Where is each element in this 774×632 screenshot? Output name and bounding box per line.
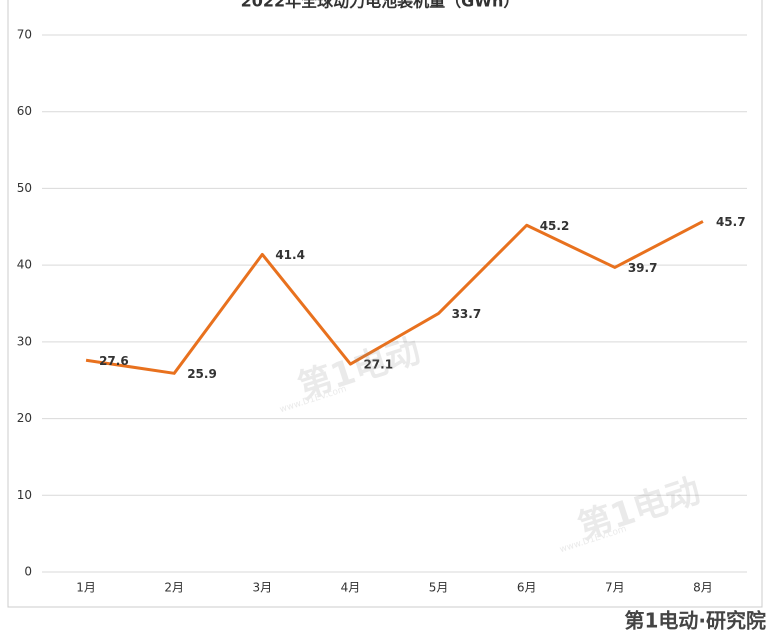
- data-label: 33.7: [452, 307, 482, 321]
- y-tick-label: 60: [17, 104, 32, 118]
- line: [85, 220, 704, 375]
- y-tick-label: 10: [17, 488, 32, 502]
- chart-title: 2022年全球动力电池装机量（GWh）: [241, 0, 520, 11]
- brand-logo: 第1电动·研究院: [624, 609, 766, 632]
- data-label: 27.1: [363, 358, 393, 372]
- x-tick-label: 4月: [341, 581, 361, 595]
- x-tick-label: 3月: [252, 581, 272, 595]
- y-tick-label: 0: [24, 565, 32, 579]
- x-tick-label: 6月: [517, 581, 537, 595]
- y-tick-label: 30: [17, 334, 32, 348]
- y-tick-label: 70: [17, 28, 32, 42]
- data-label: 41.4: [275, 248, 305, 262]
- y-tick-label: 20: [17, 411, 32, 425]
- x-tick-label: 7月: [605, 581, 625, 595]
- data-label: 27.6: [99, 354, 129, 368]
- data-label: 45.2: [540, 219, 570, 233]
- data-label: 39.7: [628, 261, 658, 275]
- y-tick-label: 50: [17, 181, 32, 195]
- chart-frame: [7, 0, 763, 608]
- data-label: 25.9: [187, 367, 217, 381]
- x-tick-label: 5月: [429, 581, 449, 595]
- x-tick-label: 1月: [76, 581, 96, 595]
- data-label: 45.7: [716, 215, 746, 229]
- x-tick-label: 2月: [164, 581, 184, 595]
- plot-area: 0 10 20 30 40 50 60 70 1月 2月 3月 4月 5月 6月 7月 8月 27.6 25.9 4…: [17, 28, 747, 595]
- y-tick-label: 40: [17, 258, 32, 272]
- x-tick-label: 8月: [693, 581, 713, 595]
